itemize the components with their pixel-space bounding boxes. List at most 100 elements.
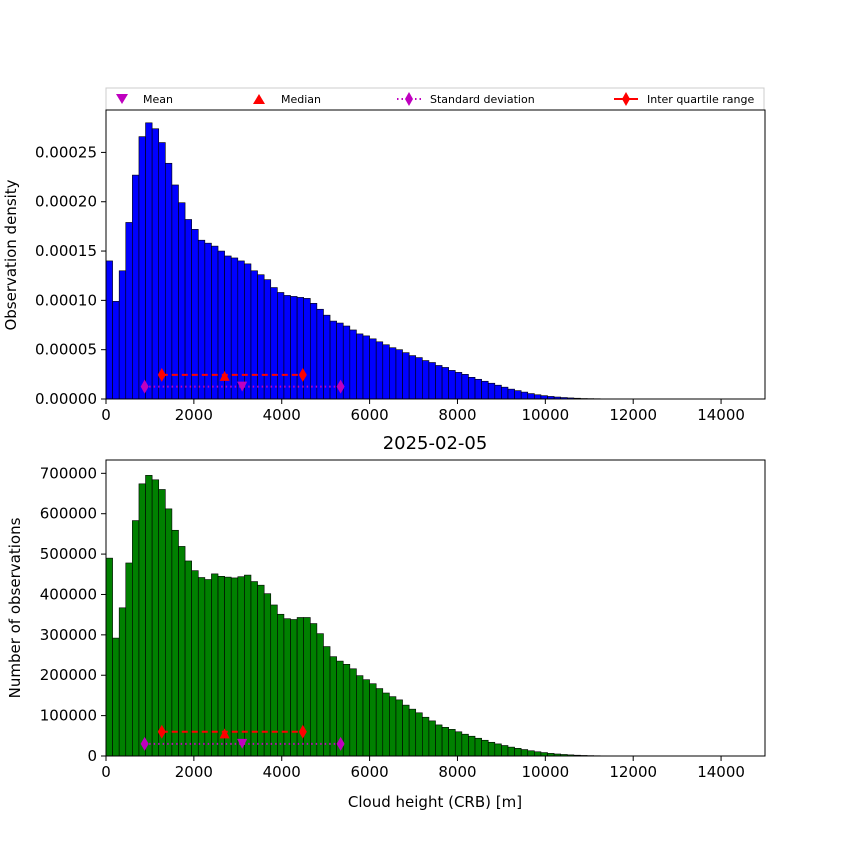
count-y-tick-label: 0 — [87, 747, 97, 765]
density-bar — [441, 367, 449, 400]
density-bar — [178, 202, 186, 400]
count-bar — [171, 529, 179, 757]
count-y-tick-label: 200000 — [40, 666, 97, 684]
density-x-tick-label: 8000 — [438, 406, 476, 424]
density-bar — [171, 184, 179, 400]
density-bar — [527, 393, 535, 400]
count-y-tick-label: 400000 — [40, 585, 97, 603]
count-mean-marker — [237, 738, 248, 749]
density-x-tick-label: 10000 — [521, 406, 569, 424]
count-bar — [461, 733, 469, 757]
count-bar — [118, 607, 127, 757]
count-bar — [441, 727, 449, 757]
count-median-marker — [219, 728, 230, 739]
density-bar — [514, 390, 522, 400]
density-bar — [296, 297, 304, 400]
density-bar — [369, 338, 377, 400]
count-bar — [540, 752, 548, 757]
density-y-tick-label: 0.00025 — [35, 143, 97, 161]
density-bar — [158, 142, 166, 400]
density-y-tick-label: 0.00020 — [35, 193, 97, 211]
count-bar — [422, 716, 430, 757]
count-bar — [283, 618, 291, 757]
count-iqr-marker — [157, 724, 166, 739]
count-bar — [309, 623, 318, 757]
density-y-tick-label: 0.00005 — [35, 341, 97, 359]
density-stdev-marker — [140, 379, 149, 394]
count-bar — [197, 577, 206, 757]
density-y-axis-label: Observation density — [2, 179, 20, 330]
count-bar — [329, 656, 337, 757]
count-bar — [487, 741, 496, 757]
density-bar — [184, 219, 192, 400]
count-bar — [520, 749, 529, 757]
density-bar — [389, 347, 397, 400]
density-bar — [151, 128, 160, 400]
count-bar — [428, 720, 436, 757]
density-bar — [270, 287, 278, 400]
count-bar — [257, 584, 265, 757]
count-bar — [474, 737, 482, 757]
density-bar — [118, 270, 127, 400]
density-bar — [422, 360, 430, 400]
count-bar — [369, 683, 377, 757]
density-bar — [237, 260, 245, 400]
density-bar — [138, 136, 146, 400]
legend-stdev-label: Standard deviation — [430, 93, 535, 106]
count-x-tick-label: 6000 — [351, 763, 389, 781]
density-y-ticks: 0.00000 0.00005 0.00010 0.00015 0.00020 0.000… — [35, 143, 106, 408]
density-x-tick-label: 4000 — [263, 406, 301, 424]
density-bar — [540, 395, 548, 400]
count-plot-frame — [105, 459, 766, 757]
count-bar — [132, 520, 140, 757]
density-median-marker — [219, 370, 230, 381]
count-y-ticks: 0 100000 200000 300000 400000 500000 600000 700… — [40, 464, 106, 765]
density-bar — [132, 174, 140, 400]
legend-median-marker — [253, 94, 265, 104]
density-bar — [408, 355, 417, 400]
density-bar — [125, 222, 133, 400]
count-bar — [250, 581, 258, 757]
density-markers — [140, 367, 345, 394]
density-bar — [507, 388, 515, 400]
density-bar — [362, 335, 370, 400]
count-bar — [145, 475, 153, 757]
density-bar — [375, 341, 384, 400]
count-bar — [211, 573, 219, 757]
density-chart: 0 2000 4000 6000 8000 10000 12000 14000 0.00000… — [2, 109, 766, 424]
density-plot-frame — [105, 109, 766, 400]
count-bar — [138, 483, 146, 757]
density-bar — [303, 298, 311, 400]
count-bar — [316, 633, 324, 757]
count-chart: 2025-02-05 0 2000 4000 6000 8000 10000 12000 14… — [6, 433, 766, 811]
density-bar — [145, 122, 153, 400]
density-bar — [474, 378, 482, 400]
count-bar — [224, 576, 232, 757]
count-bar — [230, 577, 239, 757]
density-bar — [415, 357, 423, 400]
density-bar — [329, 320, 337, 400]
count-bar — [356, 675, 364, 757]
legend-mean-label: Mean — [143, 93, 173, 106]
density-bar — [112, 301, 120, 400]
density-bar — [520, 391, 529, 400]
legend-mean-marker — [116, 94, 128, 104]
legend-median-label: Median — [281, 93, 321, 106]
count-y-axis-label: Number of observations — [6, 517, 24, 698]
count-bar — [244, 574, 252, 757]
count-y-tick-label: 100000 — [40, 707, 97, 725]
density-bar — [382, 344, 390, 400]
density-x-tick-label: 14000 — [697, 406, 745, 424]
density-bar — [487, 382, 496, 400]
count-y-tick-label: 300000 — [40, 626, 97, 644]
count-bar — [454, 731, 463, 757]
count-bar — [402, 704, 410, 757]
count-bar — [534, 751, 542, 757]
density-bar — [323, 314, 331, 400]
density-bar — [501, 386, 509, 400]
legend-iqr-marker — [622, 92, 630, 106]
count-bar — [481, 739, 489, 757]
legend-stdev-marker — [405, 92, 413, 106]
density-x-tick-label: 6000 — [351, 406, 389, 424]
